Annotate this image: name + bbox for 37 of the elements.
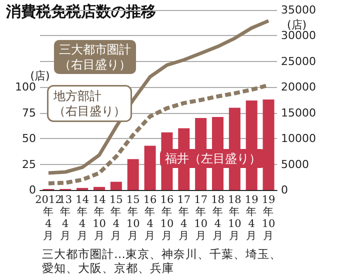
x-tick-label: 14年10月 (92, 194, 106, 242)
text: 三大都市圏計…東京、神奈川、千葉、埼玉、愛知、大阪、京都、兵庫 (42, 247, 282, 275)
y2-tick-label: 30000 (281, 29, 316, 42)
x-tick-label: 17年10月 (194, 194, 208, 242)
series-label: 福井（左目盛り） (165, 152, 261, 166)
bar (127, 159, 139, 190)
x-tick-label: 18年10月 (228, 194, 242, 242)
x-tick-label: 15年10月 (126, 194, 140, 242)
series-label: 地方部計（右目盛り） (52, 89, 126, 118)
y-axis-title: (店) (30, 70, 50, 83)
y-tick-label: 50 (22, 132, 36, 146)
line-series (46, 19, 270, 175)
y2-tick-label: 0 (281, 184, 288, 196)
y-tick-label: 0 (29, 184, 36, 196)
x-tick-label: 17年4月 (177, 194, 191, 242)
y2-tick-label: 35000 (281, 4, 316, 16)
x-tick-label: 19年4月 (244, 194, 258, 242)
y-tick-label: 25 (22, 158, 36, 171)
y2-tick-label: 20000 (281, 80, 316, 94)
bar (110, 182, 122, 190)
y-tick-label: 75 (22, 106, 36, 120)
x-tick-label: 16年4月 (143, 194, 158, 242)
y2-tick-label: 5000 (281, 158, 309, 171)
series-label: 三大都市圏計（右目盛り） (59, 42, 131, 72)
bar (144, 146, 156, 190)
x-tick-label: 15年4月 (109, 194, 123, 242)
y2-tick-label: 15000 (281, 106, 316, 120)
x-tick-label: 13年4月 (58, 194, 72, 242)
bar (93, 186, 106, 190)
y2-tick-label: 25000 (281, 54, 316, 68)
y2-axis-title: (店) (287, 18, 307, 32)
y-tick-label: 100 (15, 80, 36, 94)
x-tick-label: 16年10月 (160, 194, 174, 242)
x-tick-label: 14年4月 (76, 194, 90, 242)
x-tick-label: 18年4月 (211, 194, 224, 242)
x-tick-label: 19年10月 (262, 194, 276, 242)
y2-tick-label: 10000 (281, 132, 316, 146)
